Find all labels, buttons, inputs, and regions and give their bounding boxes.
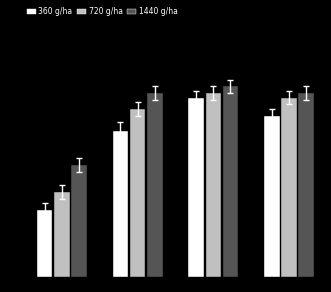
Bar [188, 98, 204, 277]
Bar [71, 165, 87, 277]
Bar [206, 93, 221, 277]
Bar [54, 192, 70, 277]
Bar [130, 109, 145, 277]
Bar [113, 131, 128, 277]
Bar [264, 116, 279, 277]
Bar [299, 93, 314, 277]
Bar [147, 93, 163, 277]
Bar [223, 86, 238, 277]
Bar [37, 210, 52, 277]
Legend: 360 g/ha, 720 g/ha, 1440 g/ha: 360 g/ha, 720 g/ha, 1440 g/ha [27, 7, 177, 16]
Bar [281, 98, 297, 277]
